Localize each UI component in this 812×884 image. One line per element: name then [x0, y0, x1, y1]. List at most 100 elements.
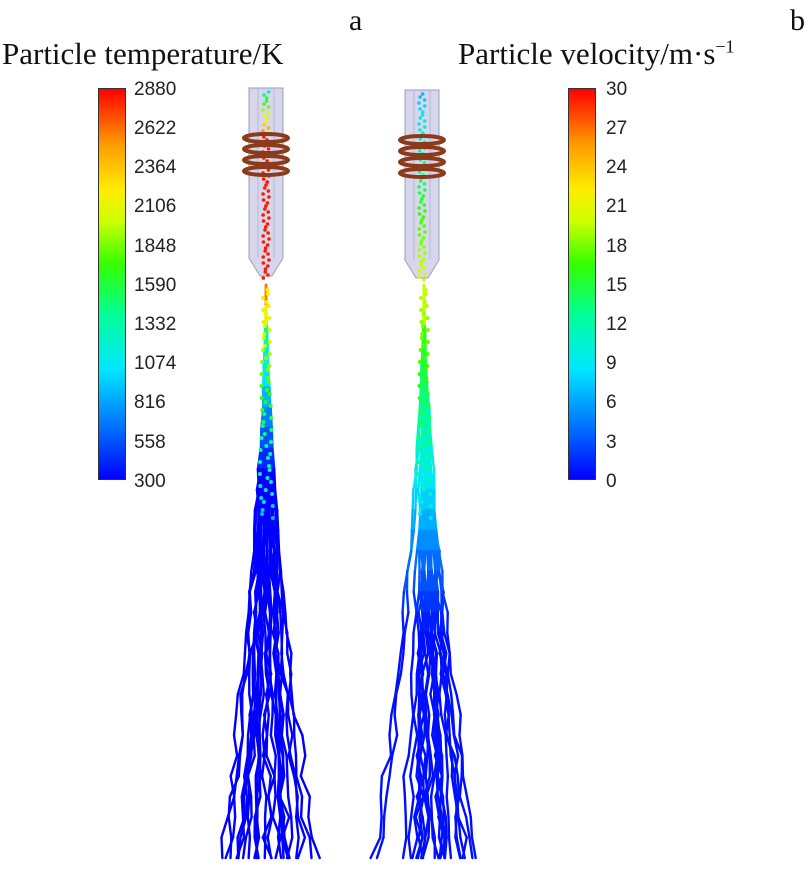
- particle-dot: [265, 243, 270, 247]
- particle-dot: [416, 448, 421, 452]
- trajectory-segment: [263, 590, 269, 614]
- trajectory-segment: [423, 611, 428, 635]
- trajectory-segment: [278, 693, 285, 716]
- trajectory-segment: [276, 795, 282, 819]
- trajectory-segment: [262, 570, 266, 594]
- trajectory-segment: [412, 734, 419, 757]
- trajectory-segment: [267, 631, 271, 655]
- particle-dot: [425, 316, 430, 320]
- velocity-tick: 0: [606, 471, 617, 492]
- trajectory-segment: [397, 652, 402, 676]
- particle-dot: [426, 404, 431, 408]
- trajectory-segment: [430, 652, 435, 676]
- velocity-colorbar-title: Particle velocity/m·s−1: [458, 36, 735, 72]
- trajectory-segment: [277, 693, 282, 716]
- trajectory-segment: [464, 815, 471, 839]
- particle-dot: [423, 388, 428, 392]
- particle-dot: [265, 117, 269, 121]
- particle-dot: [262, 432, 267, 436]
- particle-dot: [422, 182, 427, 186]
- particle-dot: [419, 308, 424, 312]
- trajectory-segment: [232, 734, 239, 757]
- trajectory-segment: [287, 754, 296, 778]
- trajectory-segment: [459, 836, 467, 860]
- particle-dot: [260, 512, 265, 516]
- trajectory-segment: [468, 836, 474, 860]
- particle-dot: [418, 149, 422, 153]
- trajectory-segment: [308, 836, 313, 860]
- trajectory-segment: [438, 693, 443, 716]
- trajectory-segment: [434, 549, 438, 573]
- trajectory-segment: [270, 508, 274, 532]
- particle-dot: [260, 348, 265, 352]
- trajectory-segment: [279, 672, 290, 696]
- trajectory-segment: [379, 774, 384, 798]
- particle-dot: [419, 420, 424, 424]
- trajectory-segment: [229, 754, 239, 778]
- trajectory-segment: [252, 508, 257, 532]
- particle-dot: [261, 198, 266, 202]
- trajectory-segment: [420, 508, 424, 532]
- trajectory-segment: [236, 815, 246, 839]
- trajectory-segment: [419, 631, 425, 655]
- particle-dot: [423, 188, 427, 192]
- trajectory-segment: [432, 590, 436, 614]
- temperature-tick: 1074: [134, 353, 177, 374]
- trajectory-segment: [409, 529, 416, 553]
- trajectory-segment: [255, 774, 262, 798]
- velocity-tick: 27: [606, 118, 628, 139]
- trajectories-a: [220, 283, 321, 860]
- trajectory-segment: [454, 815, 458, 839]
- trajectory-segment: [272, 611, 277, 635]
- particle-dot: [270, 492, 275, 496]
- trajectory-segment: [409, 652, 415, 676]
- trajectory-segment: [244, 611, 253, 635]
- trajectory-segment: [280, 590, 285, 614]
- trajectory-segment: [245, 795, 249, 819]
- trajectory-segment: [255, 570, 260, 594]
- trajectory-segment: [412, 590, 418, 614]
- particle-dot: [418, 137, 423, 141]
- particle-dot: [266, 168, 271, 172]
- trajectory-segment: [240, 774, 248, 798]
- temperature-tick: 2106: [134, 196, 177, 217]
- particle-dot: [268, 404, 273, 408]
- particle-dot: [415, 472, 420, 476]
- temperature-tick: 2622: [134, 118, 177, 139]
- trajectory-segment: [402, 774, 407, 798]
- velocity-tick: 15: [606, 275, 628, 296]
- trajectory-segment: [271, 570, 277, 594]
- particle-dot: [263, 225, 268, 229]
- trajectory-segment: [252, 734, 256, 757]
- particle-dot: [257, 472, 262, 476]
- trajectory-segment: [285, 631, 293, 655]
- trajectory-segment: [424, 815, 430, 839]
- particle-dot: [268, 452, 273, 456]
- trajectory-segment: [253, 836, 261, 860]
- trajectory-segment: [401, 590, 406, 614]
- trajectory-segment: [244, 652, 252, 676]
- trajectory-segment: [295, 815, 300, 839]
- trajectory-segment: [301, 734, 307, 757]
- trajectory-segment: [446, 672, 453, 696]
- particle-dot: [266, 210, 271, 214]
- trajectory-segment: [271, 815, 282, 839]
- velocity-tick: 6: [606, 392, 617, 413]
- trajectory-segment: [450, 774, 457, 798]
- particle-dot: [264, 183, 268, 187]
- particle-dot: [259, 436, 264, 440]
- trajectory-segment: [439, 652, 443, 676]
- particle-dot: [426, 452, 431, 456]
- particle-dot: [261, 420, 266, 424]
- trajectory-segment: [258, 549, 264, 573]
- trajectory-segment: [226, 795, 236, 819]
- trajectory-segment: [433, 631, 442, 655]
- trajectory-segment: [429, 611, 436, 635]
- trajectory-segment: [430, 447, 436, 471]
- trajectory-segment: [242, 774, 249, 798]
- trajectory-segment: [246, 795, 251, 819]
- trajectory-segment: [258, 570, 264, 594]
- particle-dot: [417, 254, 422, 258]
- trajectory-segment: [271, 529, 276, 553]
